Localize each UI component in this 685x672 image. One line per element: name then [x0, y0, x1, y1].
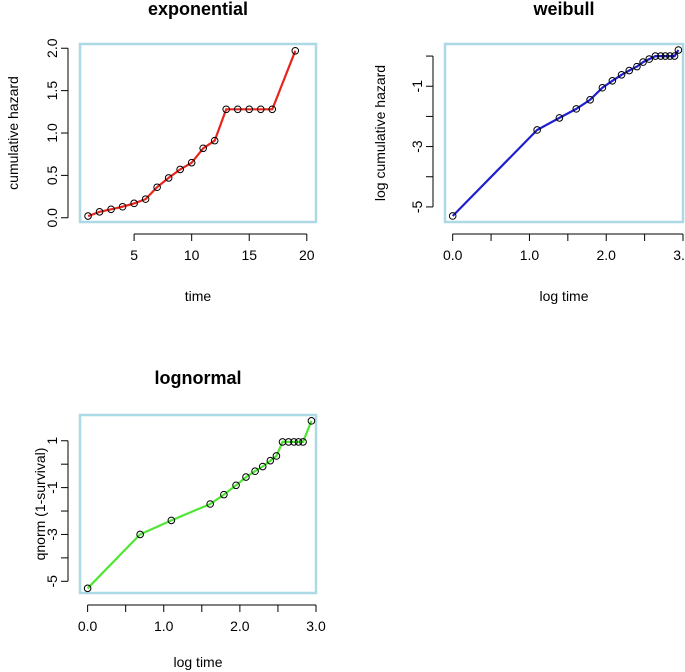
panel-1-plot-frame [78, 42, 318, 224]
panel-2-x-tick-label: 0.0 [443, 247, 463, 263]
panel-3-data-point [251, 467, 259, 476]
panel-3-data-point [294, 438, 303, 446]
panel-3-data-point [83, 584, 92, 593]
panel-2-data-point [625, 66, 634, 75]
panel-3-x-tick-label: 0.0 [78, 618, 98, 634]
panel-3-y-tick-label: -5 [44, 575, 60, 588]
panel-3-data-point [242, 473, 250, 481]
panel-1-y-tick-label: 1.0 [44, 123, 60, 143]
panel-2-data-point [645, 55, 654, 63]
panel-3-x-tick-label: 1.0 [154, 618, 174, 634]
panel-3-data-point [167, 516, 176, 525]
panel-3-plot-frame [78, 413, 318, 595]
panel-1-data-point [153, 183, 161, 192]
panel-1-data-point [245, 105, 254, 114]
panel-1-data-point [164, 174, 173, 182]
panel-2-data-point [448, 212, 457, 220]
panel-2-data-point [674, 46, 683, 54]
panel-1-series-line [87, 50, 297, 218]
panel-3-data-point [266, 456, 275, 465]
panel-2-data-point [666, 52, 674, 60]
panel-1-data-point [130, 199, 138, 208]
panel-2-data-point [617, 70, 626, 79]
panel-3-data-point [290, 438, 298, 446]
panel-3-data-point [272, 452, 281, 460]
panel-1-data-point [118, 202, 127, 211]
panel-2-x-axis-label: log time [539, 288, 588, 304]
panel-3-title: lognormal [154, 368, 241, 388]
panel-3-data-point [220, 490, 228, 499]
panel-3-data-point [299, 438, 307, 446]
panel-3-y-axis-label: qnorm (1-survival) [32, 448, 48, 561]
panel-2-data-point [656, 52, 665, 60]
panel-1-data-point [268, 105, 277, 114]
panel-2-y-tick-label: -5 [409, 200, 425, 213]
panel-3-data-point [278, 438, 287, 446]
panel-1-x-tick-label: 15 [241, 247, 257, 263]
panel-1-data-point [210, 136, 219, 145]
panel-1-data-point [107, 205, 115, 214]
panel-2-y-tick-label: -3 [409, 140, 425, 153]
panel-3-x-axis-label: log time [173, 654, 222, 670]
panel-2-data-point [633, 62, 641, 71]
panel-1-y-tick-label: 2.0 [44, 38, 60, 58]
panel-2-x-tick-label: 1.0 [520, 247, 540, 263]
panel-2-series-line [451, 49, 680, 217]
panel-1-data-point [291, 46, 300, 55]
panel-1-title: exponential [148, 0, 248, 19]
panel-2-x-tick-label: 3.0 [673, 247, 685, 263]
panel-2-data-point [555, 114, 564, 122]
panel-2-data-point [661, 52, 670, 60]
panel-2-y-tick-label: -1 [409, 80, 425, 93]
panel-3-data-point [307, 417, 316, 425]
panel-3-data-point [284, 438, 293, 446]
panel-1-data-point [141, 195, 150, 203]
panel-2-data-point [608, 77, 617, 85]
panel-2-x-tick-label: 2.0 [596, 247, 616, 263]
panel-1-data-point [187, 158, 196, 167]
panel-1-data-point [95, 208, 104, 216]
panel-1-data-point [222, 105, 231, 114]
panel-1-y-tick-label: 1.5 [44, 81, 60, 101]
panel-2-plot-frame [443, 42, 685, 224]
panel-1-x-tick-label: 20 [299, 247, 315, 263]
panel-2-data-point [639, 58, 647, 66]
panel-3-data-point [136, 530, 144, 539]
panel-3-series-line [86, 420, 313, 590]
panel-2-data-point [586, 96, 594, 104]
panel-3-y-tick-label: -3 [44, 528, 60, 541]
panel-3-data-point [206, 500, 214, 508]
panel-2-title: weibull [532, 0, 594, 19]
panel-1-data-point [233, 105, 242, 114]
panel-1-data-point [199, 144, 207, 153]
panel-1-data-point [84, 212, 92, 220]
panel-1-data-point [256, 105, 265, 114]
panel-1-data-point [176, 165, 184, 174]
panel-2-data-point [651, 52, 660, 60]
panel-2-data-point [533, 126, 541, 134]
panel-1-y-axis-label: cumulative hazard [5, 76, 21, 190]
panel-1-x-tick-label: 5 [130, 247, 138, 263]
panel-2-data-point [572, 105, 581, 113]
panel-2-data-point [598, 83, 607, 92]
panel-1-y-tick-label: 0.5 [44, 165, 60, 185]
panel-3-x-tick-label: 3.0 [306, 618, 326, 634]
panel-1-y-tick-label: 0.0 [44, 208, 60, 228]
panel-2-y-axis-label: log cumulative hazard [372, 65, 388, 201]
panel-1-x-tick-label: 10 [184, 247, 200, 263]
panel-3-y-tick-label: 1 [44, 437, 60, 445]
panel-3-data-point [258, 462, 267, 471]
panel-3-data-point [232, 481, 240, 490]
panel-3-x-tick-label: 2.0 [230, 618, 250, 634]
panel-1-x-axis-label: time [185, 288, 212, 304]
panel-3-y-tick-label: -1 [44, 481, 60, 494]
panel-2-data-point [670, 52, 679, 60]
